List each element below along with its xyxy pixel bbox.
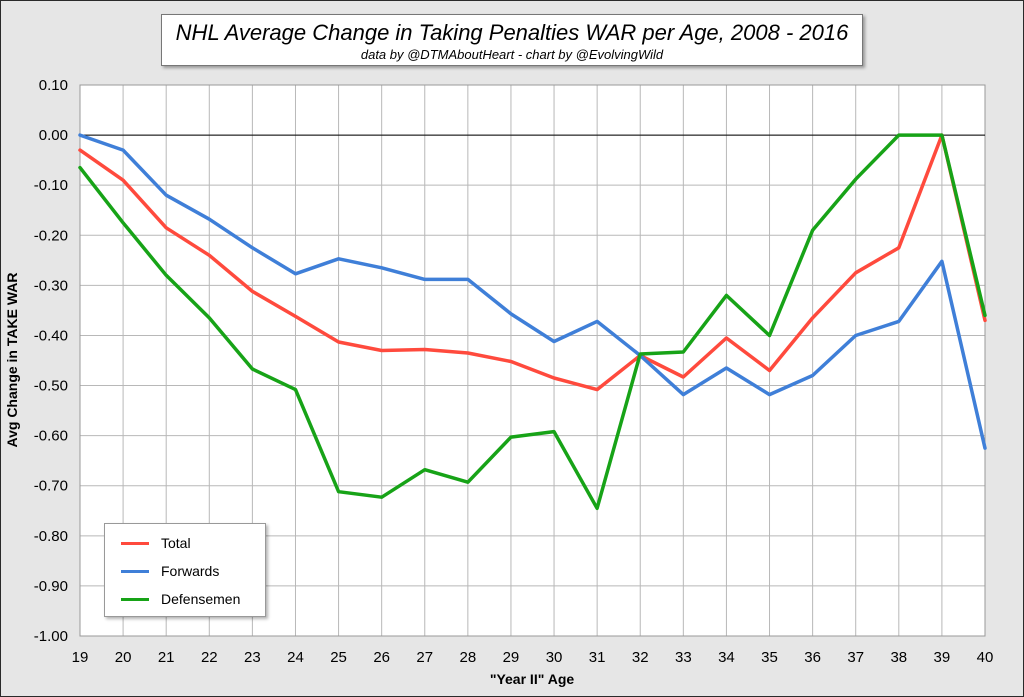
x-tick-label: 31	[589, 649, 606, 666]
x-tick-label: 24	[287, 649, 304, 666]
legend-label-total: Total	[161, 535, 191, 551]
x-tick-label: 37	[847, 649, 864, 666]
x-tick-label: 36	[804, 649, 821, 666]
y-tick-label: -0.50	[34, 378, 68, 395]
x-tick-label: 35	[761, 649, 778, 666]
x-tick-label: 29	[503, 649, 520, 666]
legend-label-defensemen: Defensemen	[161, 591, 241, 607]
series-line-total	[78, 133, 987, 392]
y-tick-label: -0.70	[34, 478, 68, 495]
legend: Total Forwards Defensemen	[104, 523, 266, 617]
y-tick-label: -0.40	[34, 327, 68, 344]
y-tick-label: -0.60	[34, 428, 68, 445]
x-tick-label: 30	[546, 649, 563, 666]
x-axis-label: "Year II" Age	[490, 671, 575, 687]
chart-title-box: NHL Average Change in Taking Penalties W…	[161, 14, 863, 66]
x-tick-label: 19	[72, 649, 89, 666]
legend-swatch-total	[121, 542, 149, 545]
legend-swatch-forwards	[121, 570, 149, 573]
x-tick-label: 27	[416, 649, 433, 666]
chart-title: NHL Average Change in Taking Penalties W…	[175, 20, 849, 45]
series-line-forwards	[78, 133, 987, 450]
chart-subtitle: data by @DTMAboutHeart - chart by @Evolv…	[360, 47, 664, 62]
y-tick-label: -0.20	[34, 227, 68, 244]
x-tick-label: 23	[244, 649, 261, 666]
x-tick-labels: 19 20 21 22 23 24 25 26 27 28 29 30 31 32 33 34 35 36 37 38…	[72, 649, 994, 666]
x-tick-label: 20	[115, 649, 132, 666]
y-axis-label: Avg Change in TAKE WAR	[4, 273, 20, 448]
plot-border	[79, 84, 986, 637]
y-tick-label: 0.10	[39, 77, 68, 94]
y-tick-label: -0.80	[34, 528, 68, 545]
x-tick-label: 26	[373, 649, 390, 666]
x-tick-label: 21	[158, 649, 175, 666]
x-tick-label: 32	[632, 649, 649, 666]
y-tick-label: -0.30	[34, 277, 68, 294]
x-tick-label: 28	[460, 649, 477, 666]
x-tick-label: 22	[201, 649, 218, 666]
legend-label-forwards: Forwards	[161, 563, 220, 579]
y-tick-label: -0.90	[34, 578, 68, 595]
series-line-defensemen	[78, 133, 987, 511]
x-tick-label: 34	[718, 649, 735, 666]
y-tick-label: -0.10	[34, 177, 68, 194]
y-tick-label: 0.00	[39, 127, 68, 144]
x-tick-label: 25	[330, 649, 347, 666]
legend-swatch-defensemen	[121, 598, 149, 601]
x-tick-label: 40	[977, 649, 994, 666]
y-tick-labels: 0.10 0.00 -0.10 -0.20 -0.30 -0.40 -0.50 -0.60 -0…	[34, 77, 68, 645]
x-tick-label: 33	[675, 649, 692, 666]
y-tick-label: -1.00	[34, 628, 68, 645]
x-tick-label: 38	[890, 649, 907, 666]
series-layer	[78, 133, 987, 511]
x-tick-label: 39	[934, 649, 951, 666]
